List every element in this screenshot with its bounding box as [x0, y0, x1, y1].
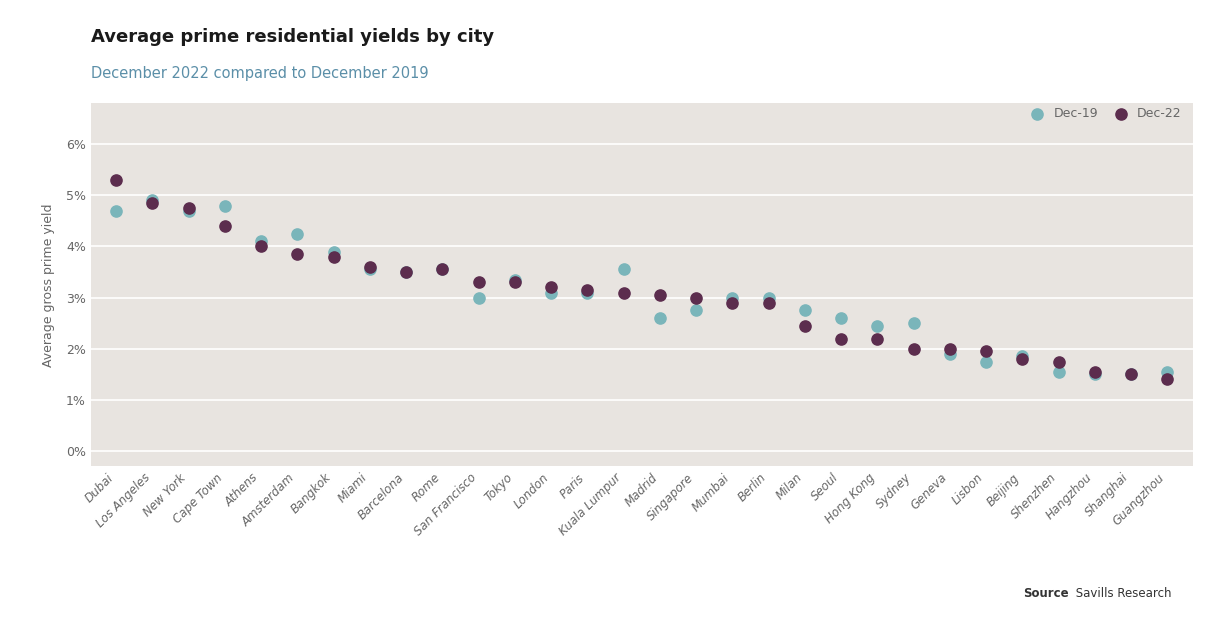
Dec-19 — [143, 195, 162, 205]
Dec-19 — [905, 318, 924, 328]
Dec-19 — [107, 206, 126, 216]
Dec-19 — [216, 200, 235, 210]
Dec-19 — [976, 357, 995, 367]
Dec-22 — [541, 282, 561, 292]
Dec-22 — [179, 203, 199, 213]
Dec-22 — [505, 277, 524, 287]
Dec-19 — [541, 287, 561, 297]
Dec-22 — [1121, 369, 1141, 379]
Dec-22 — [723, 298, 742, 308]
Dec-22 — [1049, 357, 1068, 367]
Dec-19 — [1049, 367, 1068, 377]
Dec-22 — [759, 298, 779, 308]
Dec-19 — [360, 264, 379, 274]
Dec-19 — [1158, 367, 1177, 377]
Dec-19 — [832, 313, 851, 323]
Text: Average prime residential yields by city: Average prime residential yields by city — [91, 28, 494, 46]
Dec-19 — [650, 313, 670, 323]
Dec-22 — [288, 249, 308, 259]
Dec-19 — [687, 305, 706, 316]
Dec-19 — [723, 292, 742, 302]
Dec-22 — [1012, 354, 1032, 364]
Dec-19 — [578, 287, 597, 297]
Dec-22 — [832, 334, 851, 344]
Dec-22 — [396, 267, 415, 277]
Dec-19 — [396, 267, 415, 277]
Dec-19 — [1121, 369, 1141, 379]
Dec-19 — [614, 264, 633, 274]
Legend: Dec-19, Dec-22: Dec-19, Dec-22 — [1020, 102, 1187, 125]
Text: Savills Research: Savills Research — [1072, 587, 1171, 600]
Dec-22 — [143, 198, 162, 208]
Text: Source: Source — [1023, 587, 1069, 600]
Dec-22 — [469, 277, 488, 287]
Dec-22 — [1158, 374, 1177, 384]
Dec-22 — [252, 242, 271, 252]
Dec-22 — [868, 334, 888, 344]
Dec-22 — [614, 287, 633, 297]
Dec-19 — [505, 275, 524, 285]
Dec-22 — [905, 344, 924, 354]
Dec-22 — [796, 321, 815, 331]
Dec-22 — [107, 175, 126, 185]
Dec-22 — [1085, 367, 1104, 377]
Y-axis label: Average gross prime yield: Average gross prime yield — [42, 203, 54, 367]
Dec-22 — [976, 346, 995, 356]
Dec-19 — [179, 206, 199, 216]
Dec-19 — [759, 292, 779, 302]
Dec-22 — [687, 292, 706, 302]
Dec-22 — [325, 252, 344, 262]
Dec-22 — [940, 344, 959, 354]
Dec-19 — [252, 237, 271, 247]
Dec-19 — [325, 247, 344, 257]
Dec-19 — [868, 321, 888, 331]
Dec-22 — [216, 221, 235, 231]
Dec-19 — [288, 228, 308, 239]
Dec-19 — [1012, 351, 1032, 361]
Dec-19 — [432, 264, 452, 274]
Dec-22 — [360, 262, 379, 272]
Dec-19 — [796, 305, 815, 316]
Dec-19 — [940, 349, 959, 359]
Dec-19 — [469, 292, 488, 302]
Dec-22 — [650, 290, 670, 300]
Dec-22 — [432, 264, 452, 274]
Dec-22 — [578, 285, 597, 295]
Text: December 2022 compared to December 2019: December 2022 compared to December 2019 — [91, 66, 429, 81]
Dec-19 — [1085, 369, 1104, 379]
